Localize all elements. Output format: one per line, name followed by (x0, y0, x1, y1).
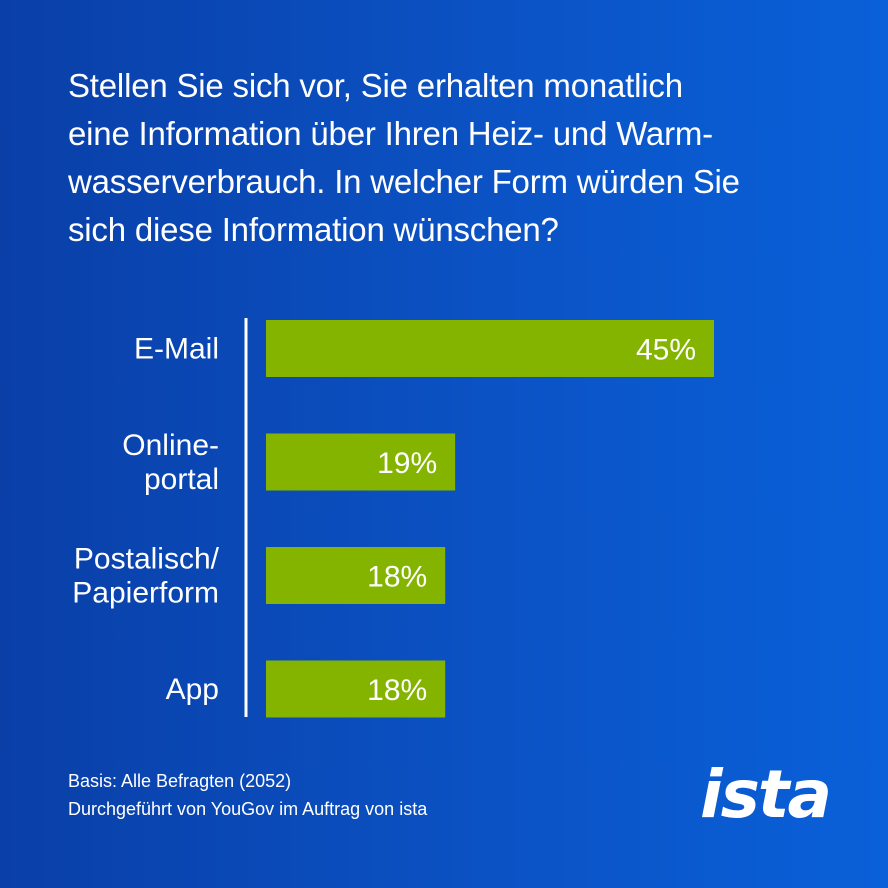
footer: Basis: Alle Befragten (2052) Durchgeführ… (68, 767, 427, 823)
bar-1 (266, 320, 714, 377)
chart-title: Stellen Sie sich vor, Sie erhalten monat… (68, 62, 838, 254)
bar-value-label: 18% (367, 561, 427, 594)
bar-3 (266, 547, 446, 604)
ista-logo: ista (700, 756, 832, 833)
category-label: Online- (122, 429, 219, 462)
category-label: Papierform (72, 577, 219, 610)
chart-title-line: wasserverbrauch. In welcher Form würden … (68, 163, 740, 200)
category-label: E-Mail (134, 333, 219, 366)
chart-title-line: Stellen Sie sich vor, Sie erhalten monat… (68, 67, 683, 104)
category-label: portal (144, 463, 219, 496)
chart-title-line: sich diese Information wünschen? (68, 211, 559, 248)
bar-2 (266, 433, 456, 491)
bar-value-label: 45% (636, 334, 696, 367)
source-note: Durchgeführt von YouGov im Auftrag von i… (68, 799, 428, 819)
basis-note: Basis: Alle Befragten (2052) (68, 771, 292, 791)
bar-value-label: 19% (377, 447, 437, 480)
bar-value-label: 18% (367, 674, 427, 707)
category-label: App (166, 673, 219, 706)
category-label: Postalisch/ (74, 543, 220, 576)
chart-title-line: eine Information über Ihren Heiz- und Wa… (68, 115, 713, 152)
bar-4 (266, 660, 446, 718)
